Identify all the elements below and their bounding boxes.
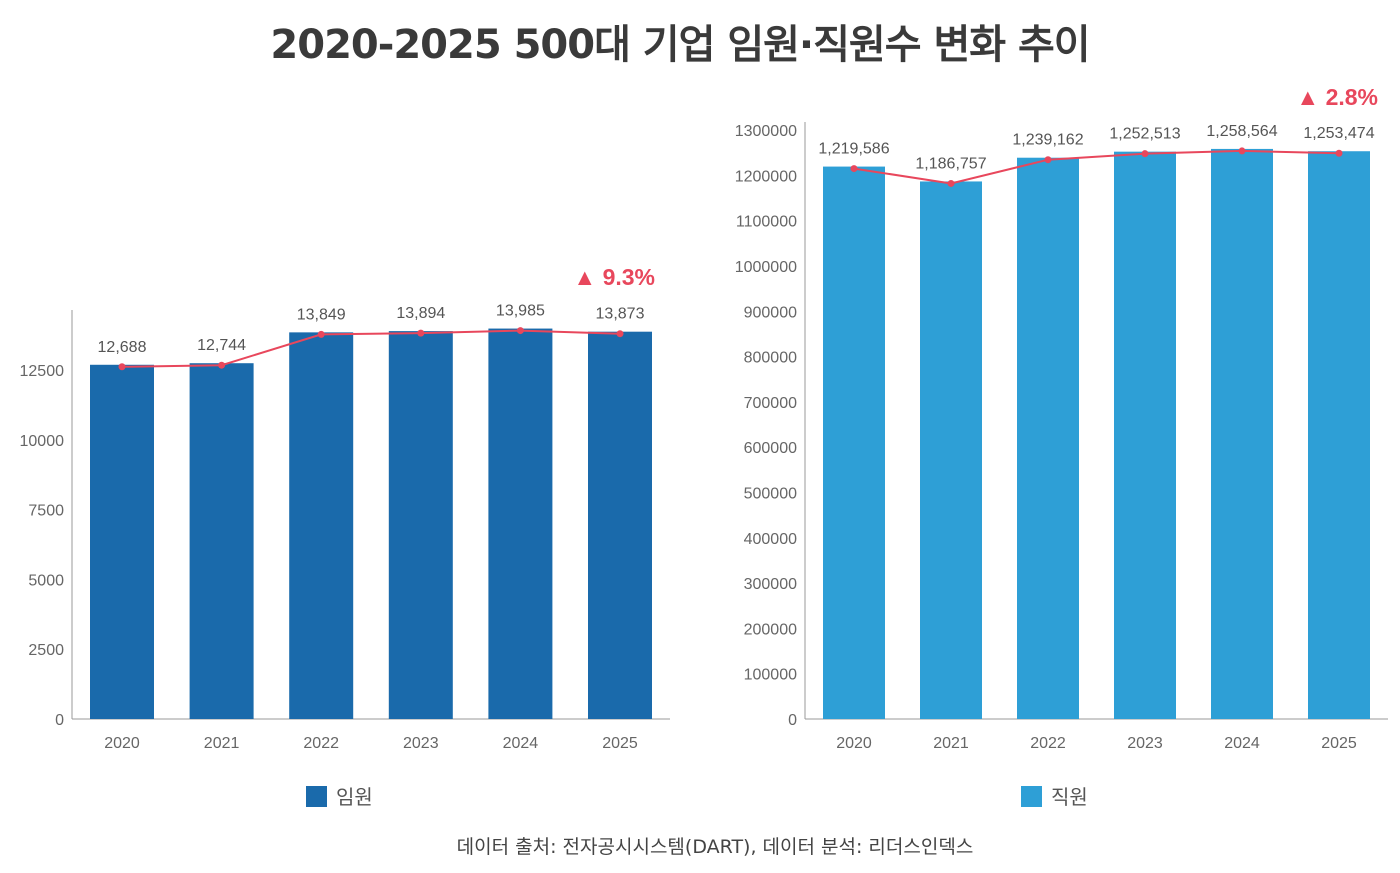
chart1-data-label: 13,985	[496, 303, 545, 320]
chart1-bar	[488, 328, 553, 719]
chart1-bar	[289, 332, 354, 719]
chart1-x-tick-label: 2024	[503, 735, 539, 752]
chart1-x-tick-label: 2021	[204, 735, 240, 752]
chart2-data-label: 1,253,474	[1303, 125, 1374, 142]
chart2-bar	[1211, 148, 1273, 720]
chart1-data-label: 13,894	[396, 305, 445, 322]
chart2-data-label: 1,252,513	[1109, 126, 1180, 143]
chart1-data-label: 12,688	[98, 339, 147, 356]
chart1-legend-label: 임원	[336, 785, 373, 809]
chart1-bar	[388, 331, 453, 719]
chart2-legend-label: 직원	[1051, 785, 1088, 809]
chart2-y-tick-label: 500000	[744, 486, 797, 503]
chart1-trend-point	[616, 330, 624, 338]
chart1-x-tick-label: 2022	[303, 735, 339, 752]
chart2-trend-point	[1335, 149, 1343, 157]
source-note: 데이터 출처: 전자공시시스템(DART), 데이터 분석: 리더스인덱스	[456, 836, 974, 858]
chart2-x-tick-label: 2023	[1127, 735, 1163, 752]
chart1-trend-point	[516, 327, 524, 335]
chart1-trend-point	[317, 330, 325, 338]
chart1-y-tick-label: 2500	[28, 642, 64, 659]
chart1-trend-line	[121, 329, 621, 368]
chart2-y-tick-label: 800000	[744, 350, 797, 367]
chart2-change-annotation: ▲ 2.8%	[1296, 84, 1378, 110]
chart2-bar	[920, 181, 982, 720]
chart-title: 2020-2025 500대 기업 임원·직원수 변화 추이	[270, 22, 1090, 68]
chart1-x-tick-label: 2025	[602, 735, 638, 752]
chart1-trend-point	[417, 329, 425, 337]
chart1-legend-swatch	[306, 786, 327, 807]
chart2-trend-point	[1141, 150, 1149, 158]
chart1-y-tick-label: 12500	[20, 363, 65, 380]
chart2-y-tick-label: 300000	[744, 576, 797, 593]
chart2-bar	[1114, 151, 1176, 719]
chart2-data-label: 1,186,757	[915, 155, 986, 172]
chart2-trend-line	[853, 149, 1340, 185]
chart1-y-tick-label: 5000	[28, 572, 64, 589]
chart1-y-tick-label: 7500	[28, 503, 64, 520]
chart2-y-tick-label: 900000	[744, 304, 797, 321]
chart1-y-tick-label: 0	[55, 712, 64, 729]
chart2-y-tick-label: 1100000	[736, 214, 797, 231]
chart2-x-tick-label: 2020	[836, 735, 872, 752]
chart1-bar	[588, 331, 652, 719]
chart2-y-tick-label: 700000	[744, 395, 797, 412]
chart1-x-tick-label: 2020	[104, 735, 140, 752]
chart2-y-tick-label: 100000	[744, 667, 797, 684]
chart1-trend-point	[118, 363, 126, 371]
chart2-data-label: 1,258,564	[1206, 123, 1277, 140]
chart2-y-tick-label: 1000000	[735, 259, 797, 276]
chart1-data-label: 12,744	[197, 337, 246, 354]
chart2-y-tick-label: 200000	[744, 621, 797, 638]
chart2-y-tick-label: 1300000	[735, 123, 797, 140]
chart2-x-tick-label: 2022	[1030, 735, 1066, 752]
chart2-y-tick-label: 0	[788, 712, 797, 729]
chart2-trend-point	[1044, 156, 1052, 164]
chart1-bar	[90, 364, 154, 719]
chart1-data-label: 13,873	[596, 306, 645, 323]
chart1-bar	[189, 363, 254, 719]
chart2-x-tick-label: 2025	[1321, 735, 1357, 752]
chart2-y-tick-label: 600000	[744, 440, 797, 457]
chart1-x-tick-label: 2023	[403, 735, 439, 752]
chart2-legend-swatch	[1021, 786, 1042, 807]
chart2-x-tick-label: 2024	[1224, 735, 1260, 752]
chart1-trend-point	[218, 361, 226, 369]
chart2-data-label: 1,239,162	[1012, 132, 1083, 149]
chart2-trend-point	[947, 179, 955, 187]
chart2-trend-point	[850, 165, 858, 173]
chart2-bar	[823, 166, 885, 719]
chart1-data-label: 13,849	[297, 306, 346, 323]
chart2-y-tick-label: 400000	[744, 531, 797, 548]
chart2-bar	[1308, 151, 1370, 719]
chart2-data-label: 1,219,586	[818, 141, 889, 158]
chart2-x-tick-label: 2021	[933, 735, 969, 752]
chart1-change-annotation: ▲ 9.3%	[573, 264, 655, 290]
chart1-y-tick-label: 10000	[20, 433, 65, 450]
chart2-bar	[1017, 157, 1079, 719]
chart2-trend-point	[1238, 147, 1246, 155]
chart2-y-tick-label: 1200000	[735, 168, 797, 185]
